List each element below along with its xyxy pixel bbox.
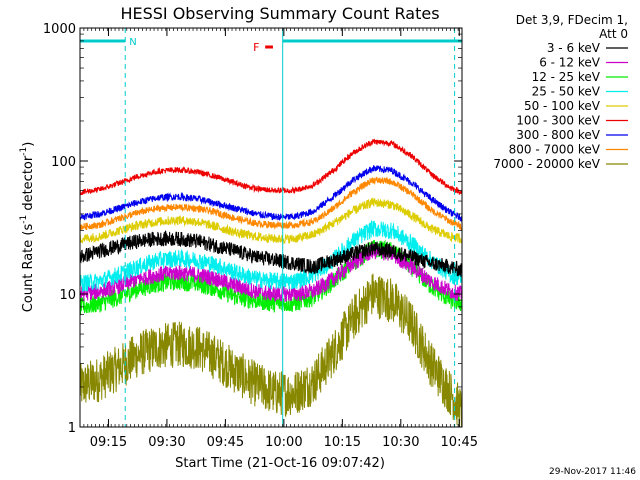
legend-header-line1: Det 3,9, FDecim 1, [516, 13, 628, 27]
legend-label: 7000 - 20000 keV [493, 157, 600, 171]
legend-label: 50 - 100 keV [524, 99, 601, 113]
y-axis-label: Count Rate (s-1 detector-1) [19, 142, 36, 313]
x-tick-label: 10:30 [382, 435, 419, 450]
legend-header-line2: Att 0 [599, 27, 628, 41]
y-tick-label: 1 [68, 421, 76, 436]
legend-label: 800 - 7000 keV [509, 143, 601, 157]
y-tick-label: 10 [59, 288, 76, 303]
y-axis-label-sup1: -1 [19, 215, 29, 224]
night-label: N [129, 37, 136, 48]
series-line [80, 176, 462, 231]
x-tick-label: 10:00 [265, 435, 302, 450]
legend-label: 25 - 50 keV [532, 85, 601, 99]
series-line [80, 243, 462, 303]
flare-label: F [253, 41, 259, 54]
y-axis-label-end: ) [21, 142, 36, 147]
x-tick-label: 10:45 [441, 435, 478, 450]
legend-label: 3 - 6 keV [547, 41, 601, 55]
x-tick-label: 09:45 [207, 435, 244, 450]
legend-label: 12 - 25 keV [532, 70, 601, 84]
series-line [80, 138, 462, 196]
x-tick-label: 09:30 [148, 435, 185, 450]
x-tick-label: 09:15 [90, 435, 127, 450]
legend-label: 6 - 12 keV [539, 56, 601, 70]
y-axis-label-mid: detector [21, 155, 36, 215]
series-layer [80, 138, 462, 427]
legend-label: 300 - 800 keV [516, 128, 600, 142]
series-line [80, 197, 462, 245]
legend-label: 100 - 300 keV [516, 114, 600, 128]
y-tick-label: 100 [51, 155, 76, 170]
series-line [80, 230, 462, 277]
x-axis-label: Start Time (21-Oct-16 09:07:42) [175, 456, 385, 471]
date-stamp: 29-Nov-2017 11:46 [549, 467, 636, 477]
y-axis-label-main: Count Rate (s [21, 224, 36, 313]
chart-title: HESSI Observing Summary Count Rates [120, 4, 439, 23]
x-tick-label: 10:15 [324, 435, 361, 450]
y-axis: 1 10 100 1000 [43, 22, 462, 436]
x-axis: 09:15 09:30 09:45 10:00 10:15 10:30 10:45 [79, 28, 478, 450]
series-line [80, 220, 462, 293]
series-line [80, 165, 462, 222]
y-axis-label-sup2: -1 [19, 147, 29, 156]
y-tick-label: 1000 [43, 22, 76, 37]
series-line [80, 273, 462, 427]
